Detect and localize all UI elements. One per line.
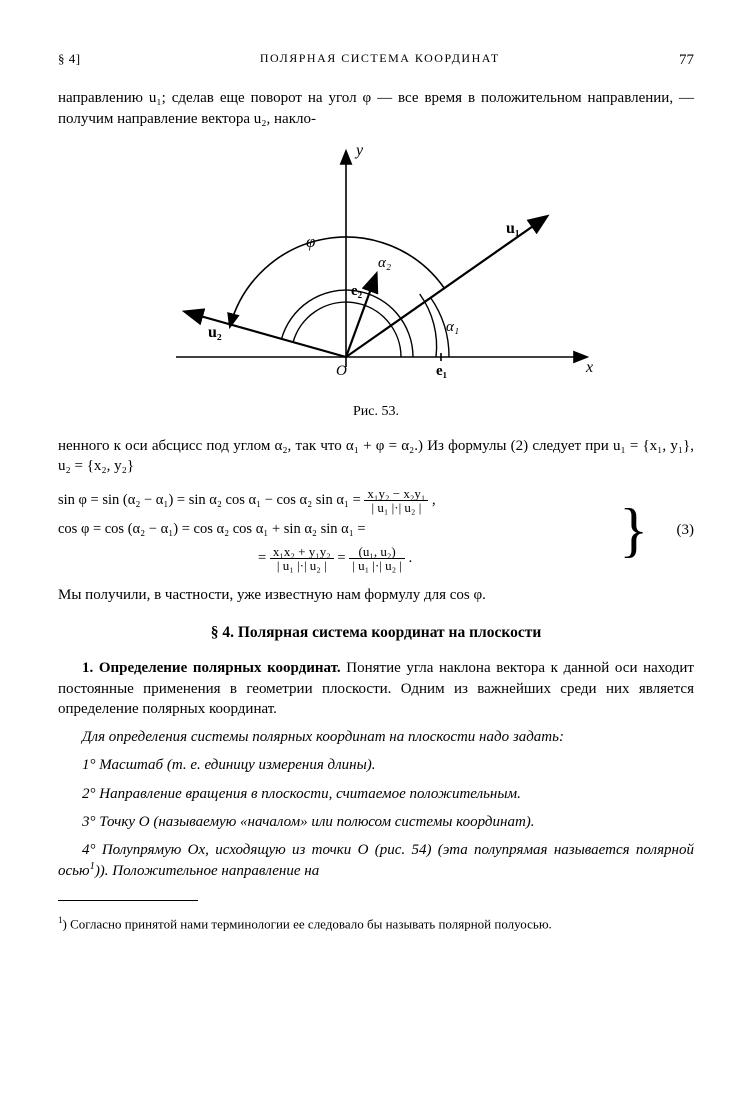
equation-3: sin φ = sin (α₂ − α₁) = sin α₂ cos α₁ − … [58,486,694,573]
eq3-line1-lhs: sin φ = sin (α₂ − α₁) = sin α₂ cos α₁ − … [58,492,361,508]
def-intro: Для определения системы полярных координ… [58,727,694,747]
eq3-line3-prefix: = [258,550,266,566]
def-item-3: 3° Точку O (называемую «началом» или пол… [58,812,694,832]
sub1-heading: 1. Определение полярных координат. [82,660,341,676]
label-alpha1: α₁ [446,319,459,335]
mid-paragraph-a: ненного к оси абсцисс под углом α₂, так … [58,436,694,477]
footnote-separator [58,900,198,901]
eq3-line2-lhs: cos φ = cos (α₂ − α₁) = cos α₂ cos α₁ + … [58,521,366,537]
section-4-title: § 4. Полярная система координат на плоск… [58,623,694,644]
equation-3-body: sin φ = sin (α₂ − α₁) = sin α₂ cos α₁ − … [58,486,613,573]
figure-53-caption: Рис. 53. [58,403,694,422]
header-section: § 4] [58,50,81,70]
def-item-4: 4° Полупрямую Ox, исходящую из точки O (… [58,840,694,882]
eq3-brace: } [613,500,654,560]
label-x: x [585,359,593,376]
figure-53: x y O e₁ e₂ u₁ u₂ α₁ α₂ φ [58,137,694,397]
subsection-1: 1. Определение полярных координат. Понят… [58,658,694,719]
def-item-2: 2° Направление вращения в плоскости, счи… [58,784,694,804]
figure-53-svg: x y O e₁ e₂ u₁ u₂ α₁ α₂ φ [146,137,606,397]
eq3-tail: . [409,550,413,566]
footnote-1: 1) Согласно принятой нами терминологии е… [58,914,694,933]
header-title: ПОЛЯРНАЯ СИСТЕМА КООРДИНАТ [81,50,679,70]
label-e1: e₁ [436,363,447,379]
label-u1: u₁ [506,220,520,237]
label-y: y [354,142,364,159]
label-e2: e₂ [351,283,363,299]
eq3-line1-frac: x₁y₂ − x₂y₁ | u₁ |·| u₂ | [364,487,428,515]
def-4b: )). Положительное направление на [95,863,319,879]
label-phi: φ [306,232,315,251]
label-u2: u₂ [208,324,222,341]
label-alpha2: α₂ [378,255,391,271]
footnote-1-text: ) Согласно принятой нами терминологии ее… [63,916,552,931]
eq3-line3-frac2: (u₁, u₂) | u₁ |·| u₂ | [349,545,405,573]
eq3-number: (3) [654,520,694,540]
label-origin: O [336,363,347,379]
page-number: 77 [679,50,694,70]
eq3-line3-frac1: x₁x₂ + y₁y₂ | u₁ |·| u₂ | [270,545,334,573]
eq3-line3-mid: = [337,550,349,566]
running-header: § 4] ПОЛЯРНАЯ СИСТЕМА КООРДИНАТ 77 [58,50,694,70]
def-item-1: 1° Масштаб (т. е. единицу измерения длин… [58,755,694,775]
top-paragraph: направлению u₁; сделав еще поворот на уг… [58,88,694,129]
mid-paragraph-b: Мы получили, в частности, уже известную … [58,585,694,605]
